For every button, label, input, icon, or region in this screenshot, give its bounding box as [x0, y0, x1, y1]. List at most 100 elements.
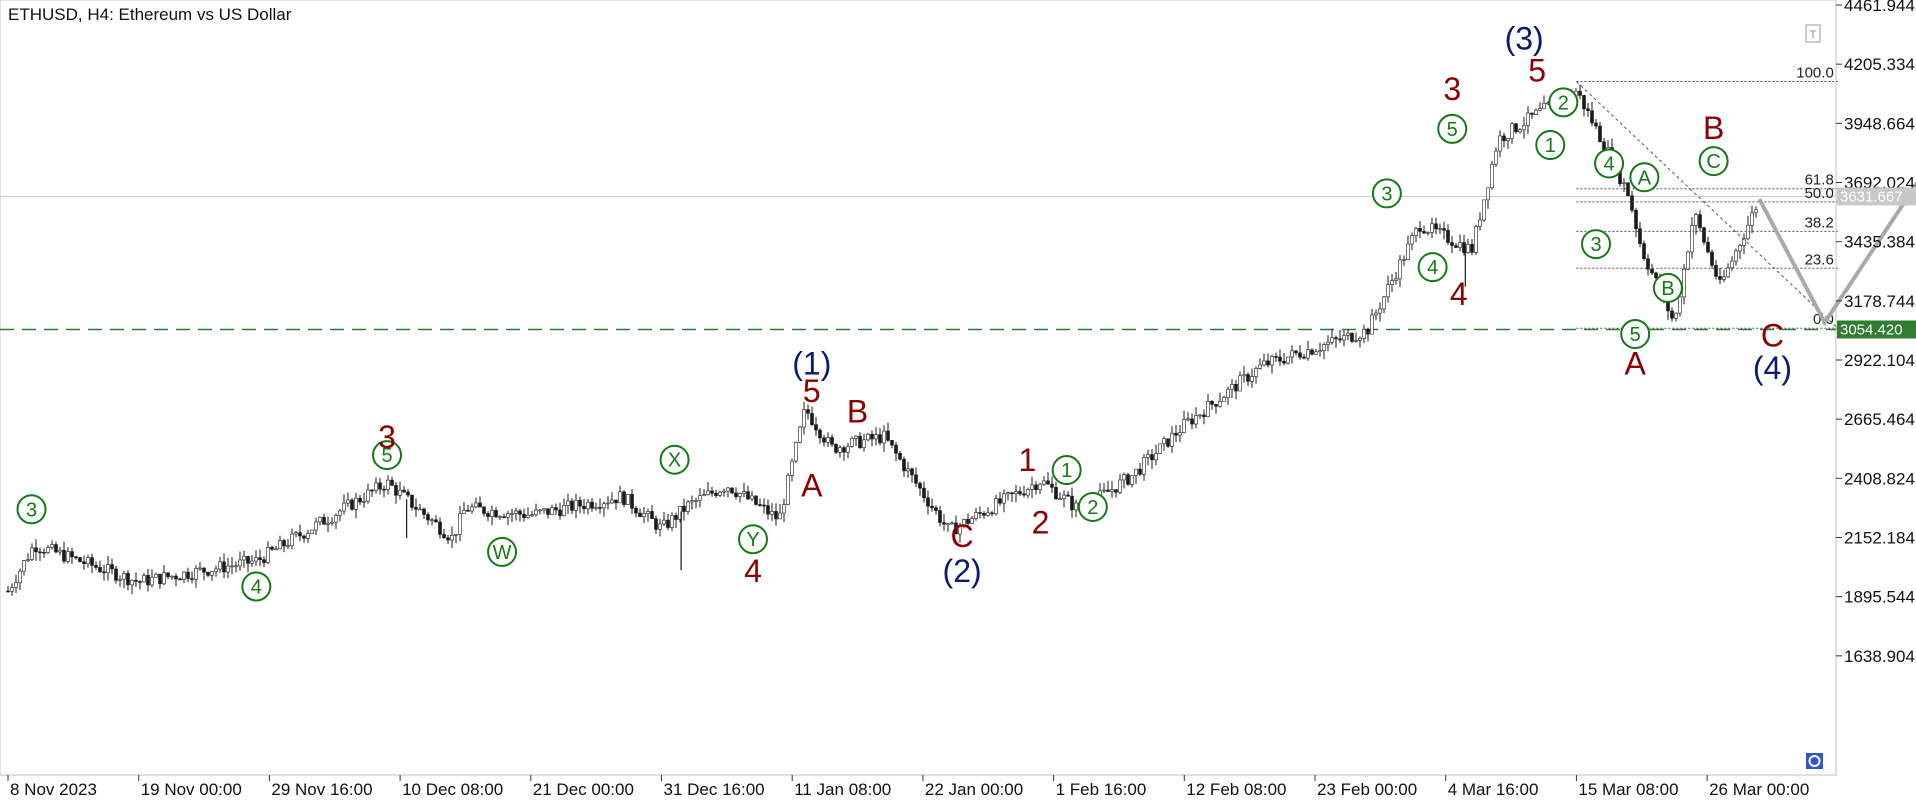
wave-label: 1 — [1545, 135, 1556, 157]
candle-body — [682, 505, 686, 512]
candle-body — [622, 491, 626, 505]
candle-body — [782, 504, 786, 514]
candle-body — [1382, 296, 1386, 310]
y-tick-label: 4461.944 — [1844, 0, 1915, 15]
candle-body — [1650, 268, 1654, 274]
candle-body — [1118, 479, 1122, 493]
candle-body — [1142, 457, 1146, 475]
candle-body — [18, 570, 22, 584]
candle-body — [494, 510, 498, 518]
candle-body — [918, 482, 922, 489]
candle-body — [1046, 480, 1050, 485]
candle-body — [306, 533, 310, 539]
candle-body — [1110, 489, 1114, 492]
wave-label: C — [1706, 151, 1720, 173]
candle-body — [1222, 397, 1226, 402]
candle-body — [114, 568, 118, 581]
x-axis: 8 Nov 2023 19 Nov 00:00 29 Nov 16:00 10 Dec… — [7, 775, 1809, 799]
candle-body — [418, 508, 422, 511]
candle-body — [294, 532, 298, 535]
candle-body — [818, 429, 822, 439]
x-tick-label: 31 Dec 16:00 — [664, 780, 765, 799]
candle-body — [402, 489, 406, 493]
wave-label: 4 — [251, 576, 262, 598]
candle-body — [1162, 438, 1166, 445]
candle-body — [262, 559, 266, 563]
candle-body — [662, 519, 666, 525]
wave-label: X — [668, 450, 681, 472]
candle-body — [610, 499, 614, 504]
candle-body — [342, 502, 346, 512]
candle-body — [762, 504, 766, 507]
candle-body — [1114, 489, 1118, 493]
y-tick-label: 3178.744 — [1844, 292, 1915, 311]
candle-body — [1234, 383, 1238, 392]
toolbar-icons[interactable]: T — [1805, 24, 1823, 769]
candle-body — [826, 437, 830, 443]
candle-body — [1014, 491, 1018, 495]
candle-body — [1590, 110, 1594, 124]
candle-body — [578, 499, 582, 507]
candle-body — [886, 430, 890, 441]
candle-body — [1306, 349, 1310, 359]
candle-body — [606, 502, 610, 505]
candle-body — [146, 575, 150, 586]
candle-body — [1358, 338, 1362, 341]
candle-body — [758, 504, 762, 506]
candle-body — [1506, 138, 1510, 141]
overlays: 100.061.850.038.223.60.0 — [1576, 65, 1916, 329]
candle-body — [1482, 199, 1486, 221]
candle-body — [242, 556, 246, 561]
candle-body — [1126, 474, 1130, 485]
candle-body — [1150, 454, 1154, 461]
candle-body — [1698, 214, 1702, 229]
candle-body — [742, 491, 746, 494]
candle-body — [246, 556, 250, 564]
wave-label-circle — [1535, 129, 1566, 160]
wave-label: 3 — [1590, 234, 1601, 256]
candle-body — [434, 519, 438, 523]
template-icon[interactable] — [1805, 24, 1821, 43]
wave-label: 3 — [1443, 71, 1461, 107]
candle-body — [1302, 356, 1306, 359]
candle-body — [386, 479, 390, 490]
candle-body — [1718, 276, 1722, 280]
candle-body — [890, 440, 894, 446]
candle-body — [1202, 414, 1206, 418]
candle-body — [1594, 122, 1598, 127]
wave-label: 3 — [378, 419, 396, 455]
candle-body — [646, 511, 650, 514]
candle-body — [1262, 360, 1266, 366]
x-tick-label: 21 Dec 00:00 — [533, 780, 634, 799]
x-tick-label: 23 Feb 00:00 — [1317, 780, 1417, 799]
candle-body — [298, 532, 302, 537]
candle-body — [138, 581, 142, 583]
wave-label: 5 — [1528, 53, 1546, 89]
candle-body — [438, 521, 442, 535]
candle-body — [1210, 401, 1214, 405]
candle-body — [674, 515, 678, 520]
candle-body — [1426, 232, 1430, 234]
candle-body — [726, 487, 730, 492]
wave-label: (1) — [792, 345, 831, 381]
candle-body — [1338, 338, 1342, 341]
candle-body — [302, 535, 306, 539]
candle-body — [1186, 418, 1190, 421]
candle-body — [1734, 250, 1738, 262]
candle-body — [1638, 228, 1642, 244]
candle-body — [798, 426, 802, 443]
candle-body — [390, 479, 394, 486]
candle-body — [1318, 350, 1322, 353]
candle-body — [986, 512, 990, 516]
candle-body — [1694, 214, 1698, 226]
candle-body — [338, 510, 342, 516]
candle-body — [1274, 356, 1278, 358]
candle-body — [290, 533, 294, 547]
candle-body — [754, 495, 758, 505]
candle-body — [310, 529, 314, 534]
candle-body — [30, 547, 34, 560]
candle-body — [850, 438, 854, 447]
candle-body — [126, 573, 130, 586]
candle-body — [1398, 259, 1402, 280]
candle-body — [594, 507, 598, 509]
